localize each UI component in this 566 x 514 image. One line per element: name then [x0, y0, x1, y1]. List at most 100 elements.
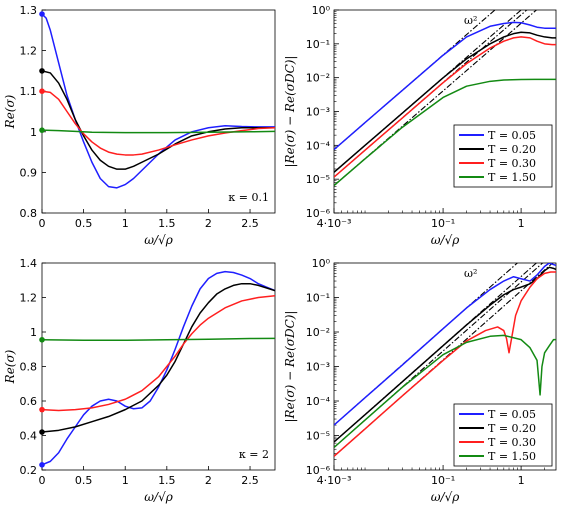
y-tick-label: 0.2: [20, 464, 38, 477]
y-tick-label: 1.1: [20, 85, 38, 98]
x-axis-label: ω/√ρ: [144, 490, 173, 504]
panel-bottom-left: 0 0.5 1 1.5 2 2.5 0.2 0.4 0.6 0.8 1 1.2 1.4 ω/√ρ Re(σ)…: [3, 257, 276, 504]
kappa-annotation: κ = 2: [239, 448, 269, 461]
legend-label: T = 0.30: [488, 157, 536, 170]
x-tick-label: 0.5: [75, 474, 93, 487]
legend-label: T = 1.50: [488, 171, 536, 184]
series-line-blue: [334, 263, 556, 426]
x-axis-label: ω/√ρ: [431, 233, 460, 247]
series-line-red: [42, 90, 275, 156]
x-tick-label: 1: [518, 217, 525, 230]
start-marker-blue: [39, 11, 45, 17]
y-tick-label: 10⁻¹: [306, 292, 330, 305]
legend-label: T = 0.05: [488, 408, 536, 421]
y-tick-label: 1.4: [20, 257, 38, 270]
start-marker-green: [39, 336, 45, 343]
x-tick-label: 10⁻¹: [431, 474, 455, 487]
plot-area: [42, 13, 275, 189]
kappa-annotation: κ = 0.1: [228, 191, 269, 204]
legend-label: T = 1.50: [488, 450, 536, 463]
x-tick-label: 0: [39, 474, 46, 487]
legend-label: T = 0.20: [488, 143, 536, 156]
y-tick-label: 10⁻⁶: [306, 207, 331, 220]
y-tick-label: 10⁻²: [306, 72, 330, 85]
legend: T = 0.05T = 0.20T = 0.30T = 1.50: [453, 403, 553, 467]
y-axis-label: |Re(σ) − Re(σDC)|: [283, 56, 297, 168]
y-tick-label: 0.9: [20, 166, 38, 179]
series-line-red: [42, 295, 275, 412]
y-tick-label: 10⁻⁴: [306, 395, 331, 408]
series-line-black: [42, 282, 275, 433]
start-marker-blue: [39, 462, 45, 468]
series-line-black: [334, 31, 556, 173]
legend: T = 0.05T = 0.20T = 0.30T = 1.50: [453, 124, 553, 188]
legend-label: T = 0.05: [488, 129, 536, 142]
y-tick-label: 10⁰: [312, 257, 331, 270]
plot-area: [334, 263, 556, 457]
y-axis-label: |Re(σ) − Re(σDC)|: [283, 311, 297, 423]
y-tick-label: 10⁻²: [306, 326, 330, 339]
x-tick-label: 0: [39, 217, 46, 230]
y-tick-label: 1.2: [20, 45, 38, 58]
x-tick-label: 1.5: [158, 217, 176, 230]
panel-bottom-right: 10⁻⁶ 10⁻⁵ 10⁻⁴ 10⁻³ 10⁻² 10⁻¹ 10⁰ 4·10⁻³ 10⁻¹ 1 ω/…: [283, 257, 557, 504]
series-line-green: [334, 334, 556, 449]
start-marker-red: [39, 88, 45, 94]
y-tick-label: 10⁻⁵: [306, 430, 330, 443]
series-line-black: [42, 70, 275, 170]
x-tick-label: 1.5: [158, 474, 176, 487]
y-tick-label: 10⁻⁶: [306, 464, 331, 477]
plot-area: [42, 270, 275, 466]
series-line-green: [42, 337, 275, 342]
x-tick-label: 2: [205, 474, 212, 487]
series-line-red: [334, 271, 556, 457]
x-tick-label: 0.5: [75, 217, 93, 230]
series-line-blue: [42, 270, 275, 466]
y-axis-label: Re(σ): [3, 94, 17, 129]
start-marker-green: [39, 127, 45, 133]
start-marker-red: [39, 406, 45, 413]
series-line-black: [334, 266, 556, 443]
y-tick-label: 10⁻³: [306, 106, 330, 119]
x-tick-label: 1: [518, 474, 525, 487]
series-line-green: [42, 129, 275, 134]
x-tick-label: 1: [122, 217, 129, 230]
omega-squared-label: ω²: [464, 14, 477, 27]
axes-frame: [41, 9, 276, 214]
x-tick-label: 2: [205, 217, 212, 230]
panel-top-right: 10⁻⁶ 10⁻⁵ 10⁻⁴ 10⁻³ 10⁻² 10⁻¹ 10⁰ 4·10⁻³ 10⁻¹ 1 ω/…: [283, 4, 557, 247]
y-tick-label: 10⁻¹: [306, 38, 330, 51]
series-line-blue: [334, 21, 556, 151]
x-axis-label: ω/√ρ: [431, 490, 460, 504]
x-tick-label: 4·10⁻³: [317, 474, 352, 487]
series-line-red: [334, 36, 556, 178]
start-marker-black: [39, 429, 45, 435]
y-tick-label: 10⁻⁵: [306, 173, 330, 186]
x-tick-label: 4·10⁻³: [317, 217, 352, 230]
legend-label: T = 0.20: [488, 422, 536, 435]
y-tick-label: 1.2: [20, 292, 38, 305]
y-axis-label: Re(σ): [3, 349, 17, 384]
axes-frame: [41, 262, 276, 471]
x-tick-label: 1: [122, 474, 129, 487]
y-tick-label: 0.8: [20, 361, 38, 374]
y-tick-label: 0.6: [20, 395, 38, 408]
y-tick-label: 1.3: [20, 4, 38, 17]
series-line-blue: [42, 13, 275, 189]
x-tick-label: 2.5: [241, 474, 259, 487]
start-marker-black: [39, 68, 45, 74]
y-tick-label: 10⁰: [312, 4, 331, 17]
plot-area: [334, 10, 556, 187]
series-line-green: [334, 78, 556, 187]
y-tick-label: 1: [30, 126, 37, 139]
x-tick-label: 10⁻¹: [431, 217, 455, 230]
x-tick-label: 2.5: [241, 217, 259, 230]
panel-top-left: 0 0.5 1 1.5 2 2.5 0.8 0.9 1 1.1 1.2 1.3 ω/√ρ Re(σ) κ =…: [3, 4, 276, 247]
x-axis-label: ω/√ρ: [144, 233, 173, 247]
y-tick-label: 10⁻⁴: [306, 139, 331, 152]
y-tick-label: 10⁻³: [306, 361, 330, 374]
legend-label: T = 0.30: [488, 436, 536, 449]
y-tick-label: 0.8: [20, 207, 38, 220]
y-tick-label: 1: [30, 326, 37, 339]
